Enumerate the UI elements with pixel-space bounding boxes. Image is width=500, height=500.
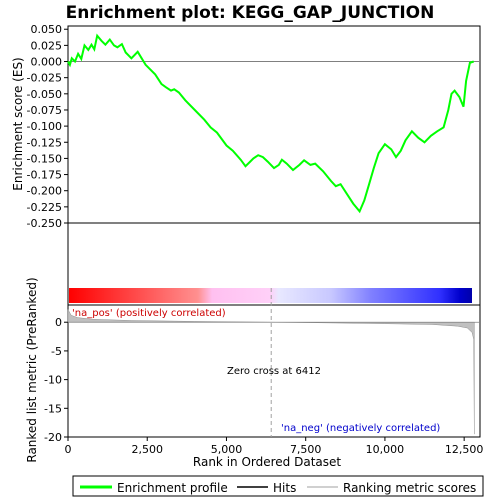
es-y-tick-label: 0.025: [31, 39, 63, 52]
x-tick-label: 10,000: [366, 443, 405, 456]
na-pos-annotation: 'na_pos' (positively correlated): [72, 308, 226, 319]
es-y-tick-label: -0.100: [27, 120, 62, 133]
es-y-tick-label: -0.250: [27, 217, 62, 230]
x-tick-label: 7,500: [290, 443, 322, 456]
es-y-tick-label: -0.025: [27, 72, 62, 85]
metric-y-tick-label: -15: [44, 402, 62, 415]
metric-y-tick-label: -5: [51, 345, 62, 358]
enrichment-profile-line: [67, 33, 475, 214]
es-y-tick-label: 0.050: [31, 23, 63, 36]
metric-area-group: [67, 308, 480, 435]
x-tick-label: 5,000: [211, 443, 243, 456]
metric-axes: 0-5-10-15-200 2,500 5,000 7,500 10,000 12,500: [44, 288, 483, 456]
es-line-group: [67, 33, 475, 214]
x-axis-label: Rank in Ordered Dataset: [193, 455, 341, 469]
na-neg-annotation: 'na_neg' (negatively correlated): [281, 423, 440, 434]
metric-y-axis-label: Ranked list metric (PreRanked): [25, 277, 39, 462]
legend-label-enrichment: Enrichment profile: [117, 481, 228, 495]
es-panel: [67, 25, 481, 224]
es-y-tick-label: -0.050: [27, 88, 62, 101]
metric-panel: [67, 304, 481, 438]
metric-y-tick-label: -10: [44, 374, 62, 387]
es-y-tick-label: -0.175: [27, 169, 62, 182]
es-y-tick-label: -0.150: [27, 152, 62, 165]
es-y-axis: 0.050 0.025 0.000 -0.025 -0.050 -0.075 -0.100 -…: [27, 23, 480, 230]
rank-color-bar: [69, 288, 472, 303]
zero-cross-annotation: Zero cross at 6412: [227, 366, 321, 377]
x-tick-label: 0: [65, 443, 72, 456]
es-y-tick-label: 0.000: [31, 56, 63, 69]
legend-box: [72, 475, 484, 497]
metric-y-tick-label: 0: [55, 316, 62, 329]
es-y-tick-label: -0.200: [27, 185, 62, 198]
metric-y-tick-label: -20: [44, 431, 62, 444]
x-tick-label: 12,500: [445, 443, 484, 456]
legend-label-ranking: Ranking metric scores: [343, 481, 476, 495]
es-y-tick-label: -0.075: [27, 104, 62, 117]
es-y-tick-label: -0.125: [27, 136, 62, 149]
legend-label-hits: Hits: [273, 481, 296, 495]
chart-title: Enrichment plot: KEGG_GAP_JUNCTION: [66, 3, 435, 23]
x-tick-label: 2,500: [131, 443, 163, 456]
es-y-tick-label: -0.225: [27, 201, 62, 214]
es-y-axis-label: Enrichment score (ES): [11, 57, 25, 190]
